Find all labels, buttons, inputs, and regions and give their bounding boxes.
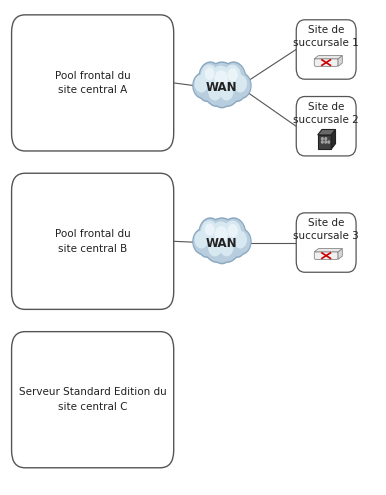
Circle shape — [205, 67, 215, 80]
Circle shape — [201, 64, 217, 85]
Circle shape — [207, 82, 225, 105]
Circle shape — [198, 237, 215, 258]
Circle shape — [206, 61, 238, 102]
Text: Site de
succursale 1: Site de succursale 1 — [293, 25, 359, 48]
Circle shape — [229, 237, 245, 258]
Circle shape — [205, 238, 222, 259]
Circle shape — [222, 82, 239, 103]
Circle shape — [232, 74, 251, 98]
Circle shape — [227, 224, 238, 237]
FancyBboxPatch shape — [296, 97, 356, 156]
Circle shape — [328, 141, 330, 143]
Circle shape — [322, 141, 323, 143]
Circle shape — [198, 217, 222, 248]
Text: Pool frontal du
site central A: Pool frontal du site central A — [55, 70, 130, 96]
FancyBboxPatch shape — [12, 332, 174, 468]
Text: Serveur Standard Edition du
site central C: Serveur Standard Edition du site central… — [19, 387, 166, 412]
Circle shape — [193, 230, 212, 253]
Circle shape — [222, 238, 239, 259]
FancyBboxPatch shape — [314, 59, 338, 66]
FancyBboxPatch shape — [12, 15, 174, 151]
Circle shape — [232, 230, 251, 253]
Circle shape — [198, 81, 215, 102]
Circle shape — [205, 223, 215, 236]
Circle shape — [233, 75, 247, 93]
Polygon shape — [338, 248, 342, 259]
Circle shape — [211, 80, 233, 108]
Circle shape — [233, 231, 247, 248]
Circle shape — [325, 141, 327, 143]
Circle shape — [215, 226, 228, 243]
Circle shape — [325, 138, 327, 140]
Circle shape — [215, 70, 228, 87]
Polygon shape — [331, 130, 335, 149]
Circle shape — [200, 219, 221, 247]
Circle shape — [212, 81, 232, 107]
Circle shape — [207, 63, 237, 100]
Polygon shape — [314, 248, 342, 252]
Text: WAN: WAN — [206, 237, 238, 250]
Circle shape — [221, 236, 240, 261]
Circle shape — [208, 83, 222, 100]
Circle shape — [221, 61, 246, 94]
Circle shape — [200, 83, 213, 100]
Circle shape — [221, 217, 246, 250]
Circle shape — [218, 82, 237, 105]
FancyBboxPatch shape — [296, 20, 356, 79]
Circle shape — [322, 138, 323, 140]
Circle shape — [192, 228, 213, 255]
Circle shape — [200, 63, 221, 91]
Circle shape — [204, 80, 223, 105]
Circle shape — [221, 80, 240, 105]
Circle shape — [229, 81, 245, 102]
Text: Pool frontal du
site central B: Pool frontal du site central B — [55, 229, 130, 254]
FancyBboxPatch shape — [314, 252, 338, 259]
Circle shape — [211, 236, 233, 264]
Circle shape — [206, 80, 227, 107]
Polygon shape — [318, 135, 331, 149]
Polygon shape — [318, 130, 335, 135]
Circle shape — [217, 236, 238, 263]
Text: WAN: WAN — [206, 81, 238, 94]
Circle shape — [230, 83, 244, 100]
FancyBboxPatch shape — [12, 173, 174, 309]
Polygon shape — [338, 55, 342, 66]
Circle shape — [230, 239, 244, 256]
Text: Site de
succursale 2: Site de succursale 2 — [293, 101, 359, 125]
Polygon shape — [314, 55, 342, 59]
Circle shape — [220, 239, 234, 256]
Circle shape — [224, 221, 241, 243]
Circle shape — [212, 237, 232, 263]
Circle shape — [195, 231, 208, 248]
Circle shape — [198, 61, 222, 92]
Circle shape — [192, 72, 213, 99]
Circle shape — [201, 220, 217, 241]
Circle shape — [220, 83, 234, 100]
Circle shape — [204, 236, 223, 261]
Circle shape — [195, 75, 208, 93]
Circle shape — [210, 65, 232, 94]
Circle shape — [222, 219, 245, 248]
FancyBboxPatch shape — [296, 213, 356, 272]
Circle shape — [222, 63, 245, 93]
Circle shape — [231, 228, 252, 255]
Circle shape — [208, 239, 222, 256]
Circle shape — [193, 74, 212, 98]
Circle shape — [207, 219, 237, 256]
Circle shape — [207, 238, 225, 261]
Circle shape — [227, 68, 238, 81]
Text: Site de
succursale 3: Site de succursale 3 — [293, 218, 359, 241]
Circle shape — [206, 217, 238, 258]
Circle shape — [210, 222, 232, 249]
Circle shape — [217, 80, 238, 107]
Circle shape — [224, 65, 241, 87]
Circle shape — [200, 239, 213, 256]
Circle shape — [231, 72, 252, 99]
Circle shape — [218, 238, 237, 261]
Circle shape — [206, 236, 227, 263]
Circle shape — [205, 82, 222, 103]
